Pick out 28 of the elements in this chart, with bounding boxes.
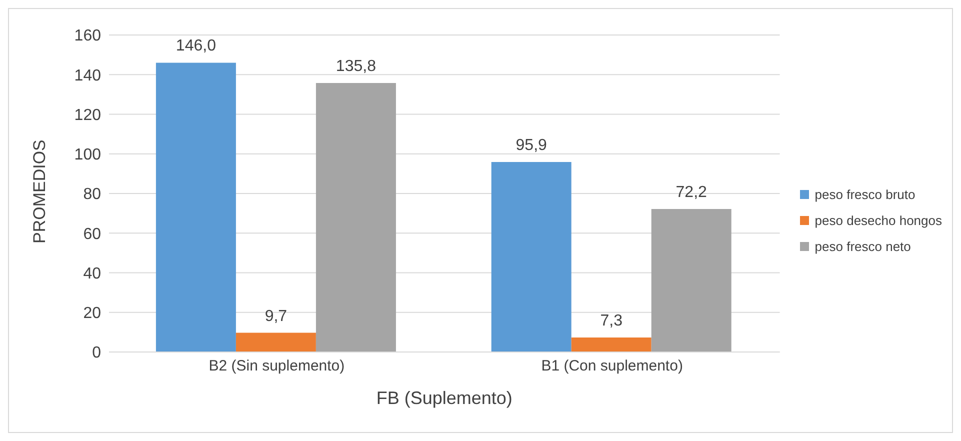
y-tick-label: 120 — [74, 106, 102, 124]
bar — [156, 62, 236, 352]
bar — [651, 208, 732, 352]
x-tick-label: B1 (Con suplemento) — [541, 358, 683, 375]
y-tick-label: 40 — [83, 265, 102, 282]
y-tick-label: 140 — [74, 67, 102, 84]
data-label: 7,3 — [600, 312, 623, 330]
data-label: 72,2 — [676, 184, 708, 201]
y-tick-label: 80 — [83, 186, 102, 204]
data-label: 146,0 — [176, 38, 216, 55]
x-axis-title: FB (Suplemento) — [376, 388, 512, 408]
y-axis-title: PROMEDIOS — [30, 140, 50, 244]
data-label: 95,9 — [516, 137, 548, 154]
bar — [491, 162, 572, 352]
data-label: 9,7 — [264, 308, 288, 325]
data-label: 135,8 — [336, 58, 376, 75]
x-tick-label: B2 (Sin suplemento) — [208, 358, 345, 375]
y-tick-label: 0 — [92, 344, 102, 362]
y-tick-label: 20 — [83, 305, 102, 322]
bar — [316, 82, 396, 352]
legend-label: peso fresco bruto — [814, 186, 916, 204]
y-tick-label: 160 — [74, 28, 102, 45]
y-tick-label: 60 — [83, 226, 102, 243]
bar — [571, 338, 652, 352]
y-tick-label: 100 — [74, 146, 102, 164]
legend-label: peso fresco neto — [814, 238, 911, 256]
legend-label: peso desecho hongos — [814, 212, 942, 230]
bar — [236, 332, 316, 352]
